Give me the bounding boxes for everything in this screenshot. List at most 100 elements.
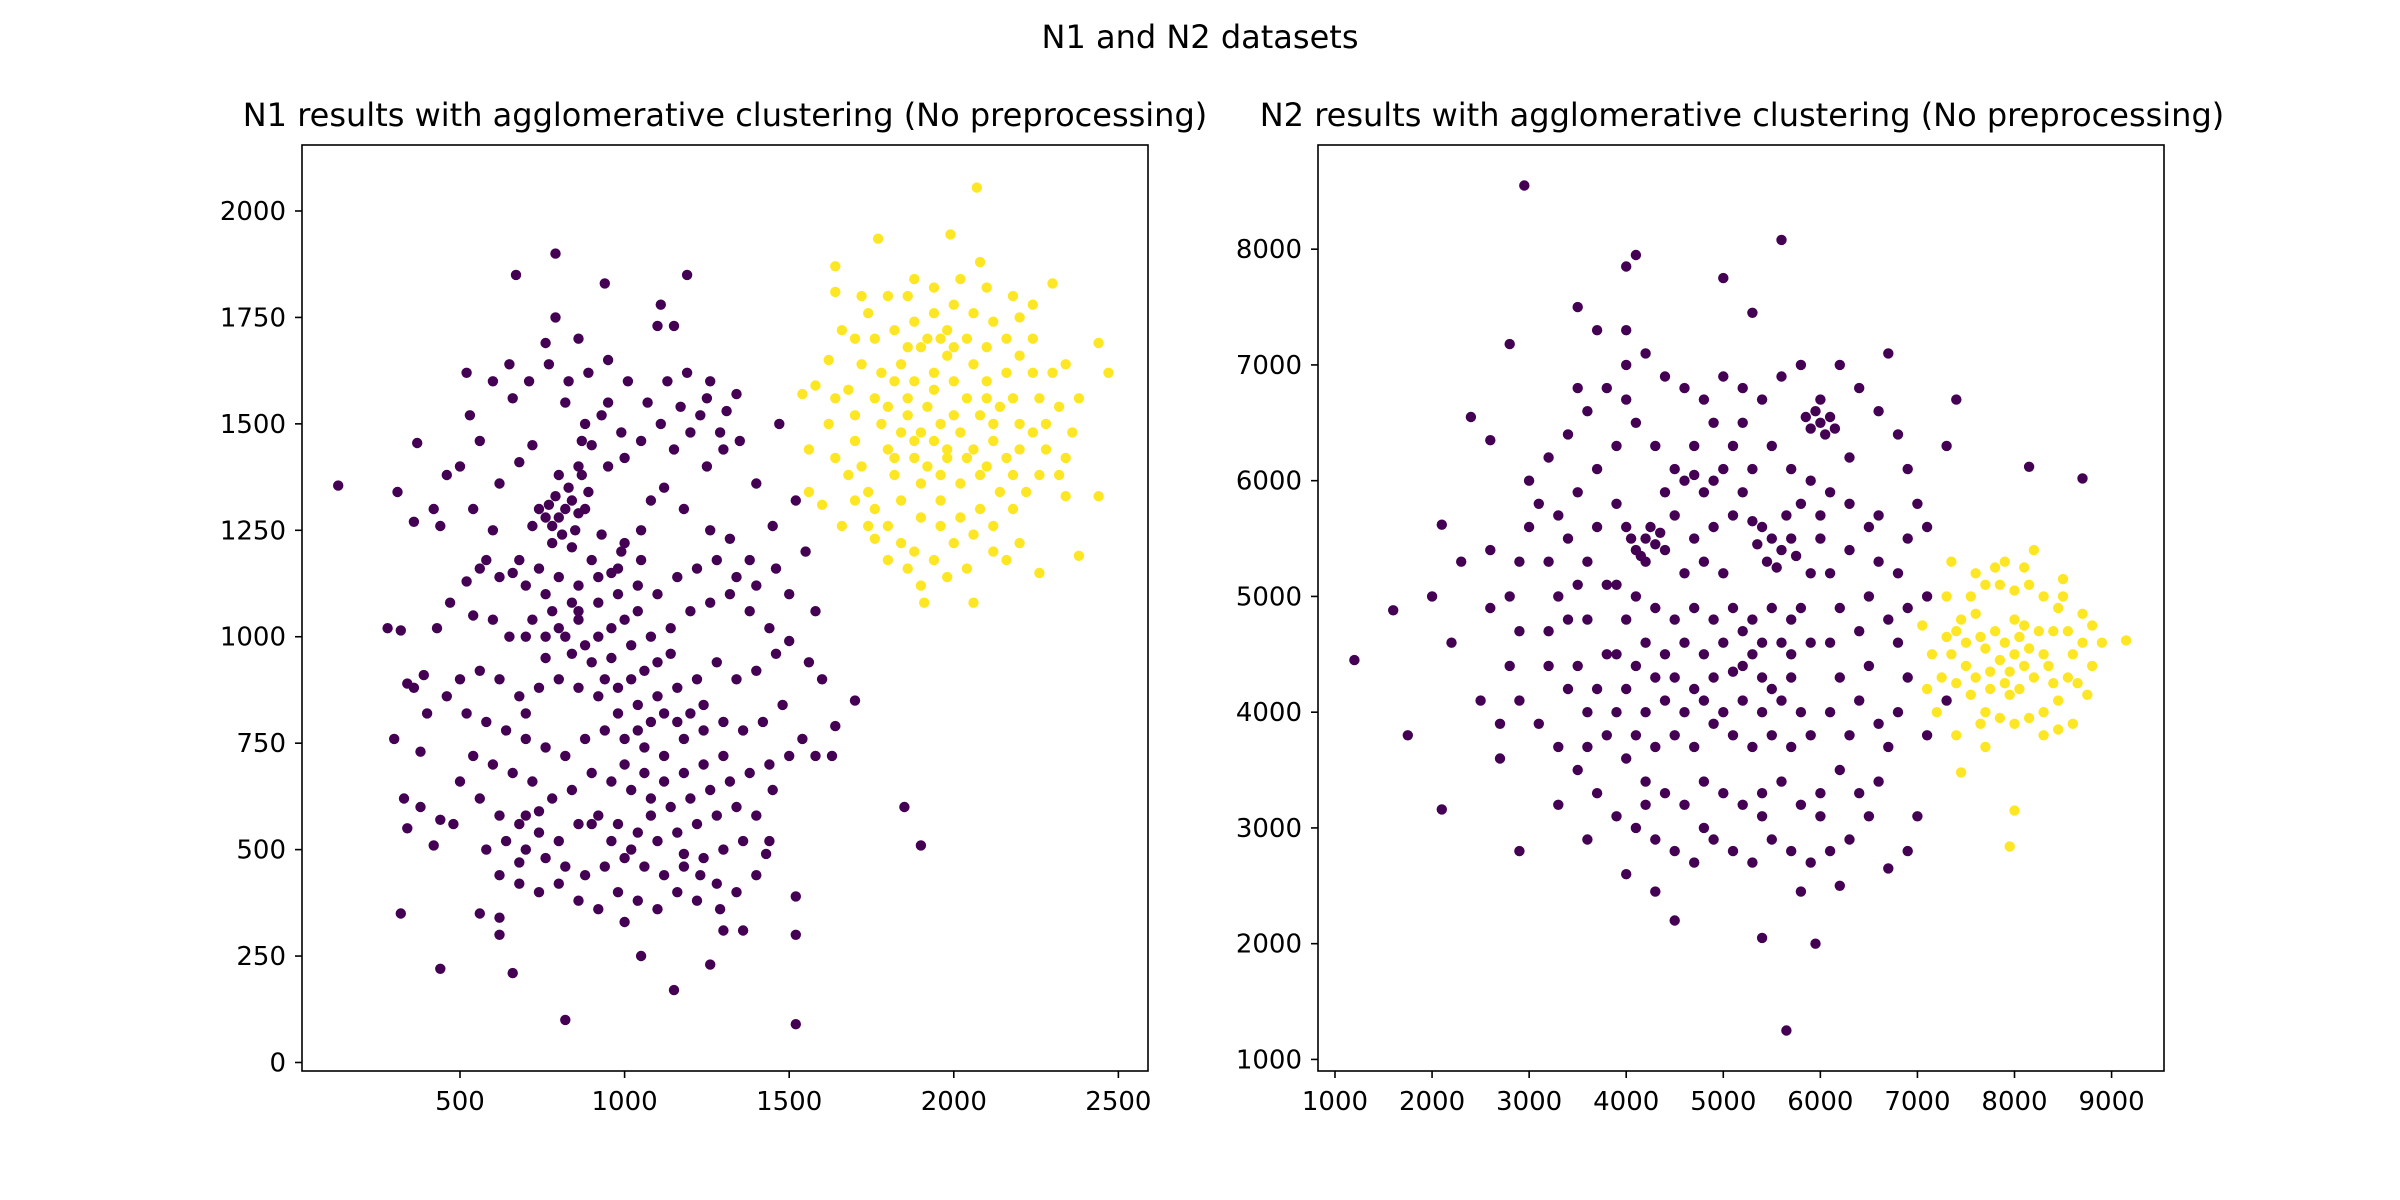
scatter-point: [672, 716, 683, 728]
scatter-point: [1805, 475, 1816, 486]
y-tick-label: 1000: [220, 623, 286, 653]
scatter-point: [2004, 666, 2015, 677]
scatter-point: [1640, 799, 1651, 810]
scatter-point: [612, 708, 624, 719]
scatter-point: [527, 440, 538, 451]
scatter-point: [731, 674, 742, 685]
y-tick-label: 250: [236, 942, 286, 972]
scatter-point: [744, 767, 755, 779]
scatter-point: [915, 427, 927, 438]
scatter-point: [1611, 811, 1622, 822]
scatter-point: [494, 870, 505, 881]
scatter-point: [734, 435, 745, 447]
scatter-point: [1883, 348, 1894, 359]
scatter-point: [2028, 672, 2040, 683]
scatter-point: [928, 435, 940, 447]
scatter-point: [619, 759, 630, 770]
scatter-point: [823, 418, 834, 430]
scatter-point: [1621, 753, 1632, 764]
scatter-point: [395, 625, 406, 636]
scatter-point: [1027, 299, 1039, 310]
scatter-point: [856, 461, 867, 472]
scatter-point: [1980, 579, 1991, 590]
scatter-point: [1718, 371, 1729, 382]
scatter-point: [836, 520, 848, 532]
scatter-point: [675, 401, 686, 412]
scatter-point: [849, 410, 861, 421]
scatter-point: [1689, 683, 1700, 695]
scatter-point: [872, 233, 884, 244]
scatter-point: [540, 852, 551, 864]
scatter-point: [1776, 695, 1787, 706]
scatter-point: [1601, 730, 1613, 741]
scatter-point: [1040, 444, 1052, 455]
scatter-point: [902, 563, 913, 574]
scatter-point: [586, 818, 597, 830]
scatter-point: [1679, 382, 1690, 394]
scatter-point: [1689, 741, 1700, 753]
scatter-point: [849, 333, 861, 344]
scatter-point: [981, 282, 992, 293]
scatter-point: [1650, 886, 1661, 897]
scatter-point: [1543, 660, 1554, 672]
scatter-point: [915, 342, 927, 353]
scatter-point: [612, 563, 624, 574]
scatter-point: [599, 674, 610, 685]
scatter-point: [1718, 568, 1729, 579]
scatter-point: [737, 835, 749, 847]
scatter-point: [1708, 521, 1719, 533]
scatter-point: [1034, 567, 1045, 579]
scatter-point: [942, 444, 953, 455]
scatter-point: [1883, 614, 1894, 625]
scatter-point: [691, 895, 703, 906]
scatter-point: [1669, 730, 1680, 741]
scatter-point: [770, 648, 782, 659]
scatter-point: [1994, 579, 2006, 590]
scatter-point: [639, 742, 650, 753]
scatter-point: [1975, 631, 1986, 643]
scatter-point: [899, 801, 910, 813]
scatter-point: [1514, 695, 1525, 706]
scatter-point: [626, 844, 637, 855]
scatter-point: [902, 410, 913, 421]
scatter-point: [421, 708, 433, 719]
scatter-point: [2082, 689, 2093, 700]
scatter-point: [928, 308, 940, 319]
scatter-point: [1494, 753, 1506, 764]
scatter-point: [1679, 475, 1690, 486]
scatter-point: [474, 665, 485, 676]
scatter-point: [1873, 510, 1884, 521]
scatter-point: [619, 614, 630, 625]
scatter-point: [573, 580, 584, 591]
scatter-point: [553, 469, 564, 481]
scatter-point: [1776, 776, 1787, 787]
scatter-point: [1805, 637, 1816, 648]
scatter-point: [1786, 463, 1797, 475]
scatter-point: [2009, 649, 2020, 660]
scatter-point: [1669, 845, 1680, 857]
scatter-point: [800, 546, 811, 557]
scatter-point: [560, 750, 571, 762]
scatter-point: [968, 308, 979, 319]
scatter-point: [1659, 371, 1671, 382]
scatter-point: [1708, 672, 1719, 683]
scatter-point: [1007, 290, 1019, 302]
scatter-point: [1737, 417, 1748, 428]
scatter-point: [1093, 491, 1104, 502]
scatter-point: [1756, 521, 1768, 533]
scatter-point: [1863, 660, 1875, 672]
scatter-point: [1630, 822, 1642, 834]
scatter-point: [668, 320, 680, 332]
scatter-point: [550, 312, 561, 323]
scatter-point: [810, 606, 821, 617]
scatter-point: [1601, 382, 1613, 394]
scatter-point: [1960, 660, 1972, 672]
scatter-point: [1776, 544, 1787, 556]
x-tick-label: 1000: [592, 1087, 658, 1117]
scatter-point: [711, 554, 722, 566]
scatter-point: [2023, 461, 2035, 472]
scatter-point: [2009, 585, 2020, 596]
scatter-point: [1737, 799, 1748, 810]
scatter-point: [1007, 503, 1019, 515]
